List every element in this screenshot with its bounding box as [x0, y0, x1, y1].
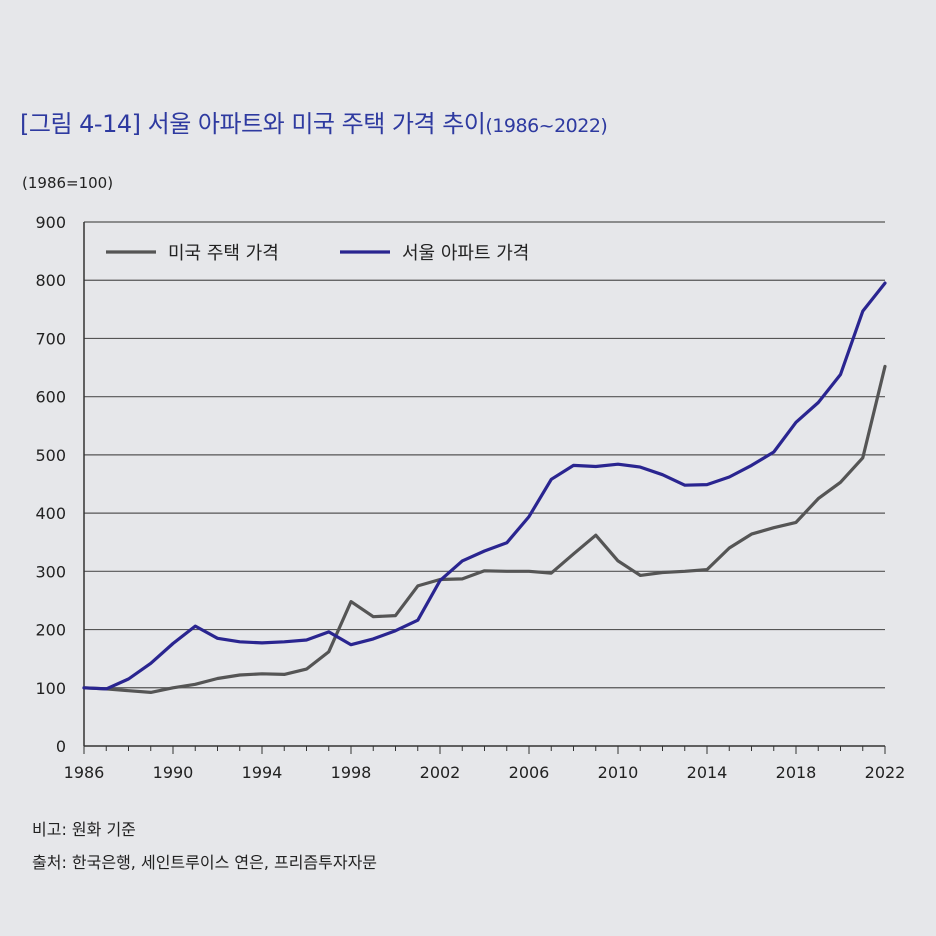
chart-title: [그림 4-14] 서울 아파트와 미국 주택 가격 추이(1986~2022): [20, 104, 608, 139]
series-line-seoul-apt: [82, 281, 887, 691]
y-tick-label-500: 500: [35, 446, 66, 465]
x-tick-label-2002: 2002: [420, 763, 461, 782]
x-tick-label-1994: 1994: [242, 763, 283, 782]
x-tick-label-2006: 2006: [509, 763, 550, 782]
x-tick-label-2010: 2010: [598, 763, 639, 782]
y-axis-unit-label: (1986=100): [22, 174, 114, 192]
x-tick-label-2022: 2022: [865, 763, 906, 782]
y-tick-label-200: 200: [35, 621, 66, 640]
series-line-us-house: [82, 364, 887, 695]
y-tick-label-0: 0: [56, 737, 66, 756]
y-tick-label-800: 800: [35, 271, 66, 290]
x-tick-label-1998: 1998: [331, 763, 372, 782]
y-tick-label-600: 600: [35, 388, 66, 407]
x-tick-label-2014: 2014: [687, 763, 728, 782]
y-tick-label-100: 100: [35, 679, 66, 698]
source-note: 출처: 한국은행, 세인트루이스 연은, 프리즘투자자문: [32, 853, 378, 872]
y-tick-label-300: 300: [35, 562, 66, 581]
legend-label-1: 서울 아파트 가격: [402, 243, 529, 264]
x-tick-label-1990: 1990: [153, 763, 194, 782]
chart-title-text: [그림 4-14] 서울 아파트와 미국 주택 가격 추이: [20, 110, 486, 138]
legend-label-0: 미국 주택 가격: [168, 243, 279, 264]
chart-title-years: (1986~2022): [485, 115, 608, 137]
x-tick-label-1986: 1986: [64, 763, 105, 782]
y-tick-label-400: 400: [35, 504, 66, 523]
y-tick-label-900: 900: [35, 213, 66, 232]
basis-note: 비고: 원화 기준: [32, 820, 136, 839]
x-tick-label-2018: 2018: [776, 763, 817, 782]
y-tick-label-700: 700: [35, 329, 66, 348]
